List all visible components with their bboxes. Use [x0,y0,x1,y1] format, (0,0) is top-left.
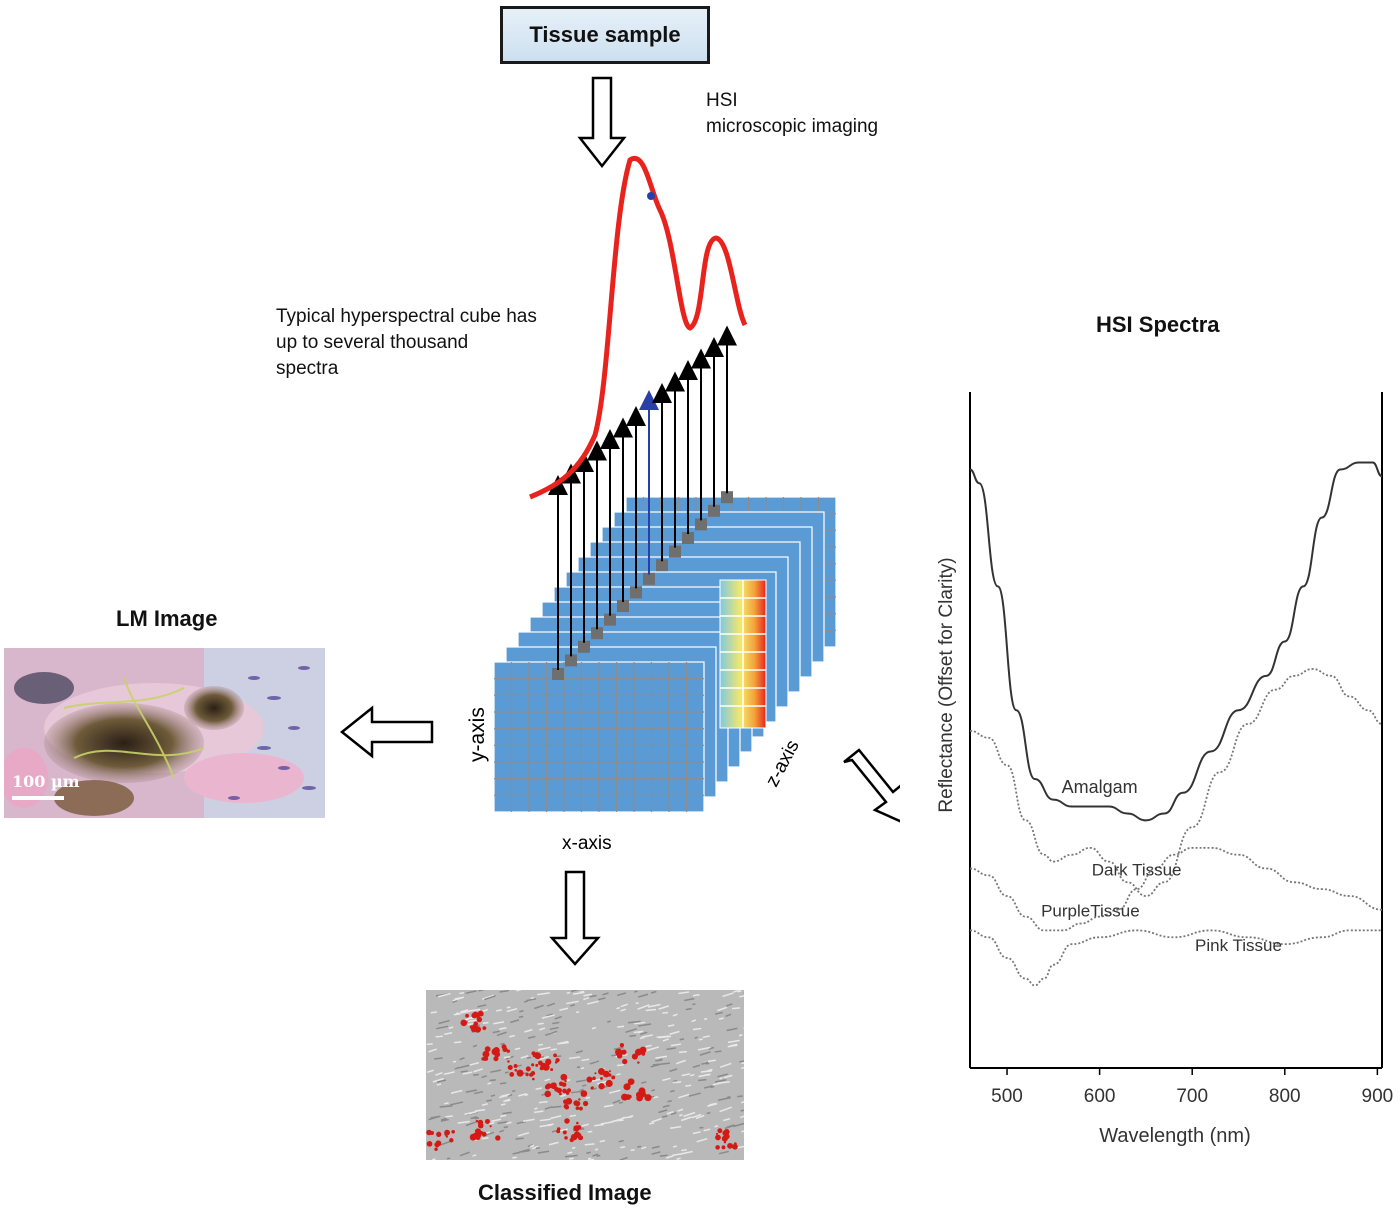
y-axis-label: y-axis [466,707,489,762]
series-line [969,846,1383,932]
selected-pixel-cell [669,545,681,558]
hsi-spectra-chart: 500 600 700 800 900 Wavelength (nm) Reflecta… [936,392,1393,1147]
selected-pixel-cell [721,491,733,504]
tissue-sample-box: Tissue sample [500,6,710,64]
chart-series-labels: Amalgam Dark Tissue PurpleTissue Pink Tissu… [1041,777,1282,955]
series-label: Pink Tissue [1195,936,1282,955]
selected-pixel-cell [682,532,694,544]
cube-layer [493,661,705,813]
chart-ticks: 500 600 700 800 900 [991,1068,1393,1107]
chart-x-label: Wavelength (nm) [1099,1125,1251,1147]
spectrum-curve [529,155,748,500]
x-tick-label: 600 [1084,1086,1116,1107]
x-tick-label: 700 [1176,1086,1208,1107]
hsi-caption: HSI microscopic imaging [706,88,878,140]
selected-pixel-cell [630,586,642,599]
left-arrow-icon [339,705,434,759]
lm-image-title: LM Image [116,606,218,631]
series-label: Dark Tissue [1092,860,1182,879]
lm-scale-bar [12,796,64,800]
z-axis-label: z-axis [762,737,804,791]
selected-pixel-cell [708,504,720,517]
chart-title: HSI Spectra [1096,312,1220,337]
x-tick-label: 500 [991,1086,1023,1107]
lm-micrograph [4,648,325,818]
lm-scale-label: 100 µm [12,772,80,791]
cube-caption-line-1: Typical hyperspectral cube has [276,306,537,327]
selected-pixel-cell [695,518,707,531]
diagonal-arrow-icon [843,748,900,823]
selected-pixel-cell [617,600,629,612]
hsi-caption-line-1: HSI [706,90,738,111]
hsi-caption-line-2: microscopic imaging [706,116,879,137]
down-arrow-icon [577,76,627,169]
x-tick-label: 800 [1269,1086,1301,1107]
series-line [969,461,1383,822]
series-label: PurpleTissue [1041,902,1140,921]
selected-pixel-cell [565,654,577,667]
chart-y-label: Reflectance (Offset for Clarity) [936,557,957,812]
selected-pixel-cell [643,572,655,585]
cube-caption-line-3: spectra [276,358,339,379]
cube-caption-line-2: up to several thousand [276,332,469,353]
selected-pixel-cell [656,559,668,572]
pixel-spectra-arrows [548,325,737,670]
down-arrow-classified-icon [549,870,601,966]
tissue-sample-label: Tissue sample [529,22,681,47]
hsi-diagram: x-axis y-axis z-axis [339,76,900,966]
selected-pixel-cell [578,640,590,653]
cube-caption: Typical hyperspectral cube has up to sev… [276,304,537,382]
classified-image [426,990,744,1160]
chart-series [969,461,1383,987]
x-axis-label: x-axis [562,833,612,854]
series-line [969,929,1382,987]
selected-pixel-cell [552,668,564,680]
classified-image-title: Classified Image [478,1180,652,1205]
selected-pixel-cell [591,627,603,640]
selected-pixel-cell [604,613,616,626]
x-tick-label: 900 [1362,1086,1394,1107]
series-label: Amalgam [1062,777,1138,797]
chart-frame [969,392,1383,1069]
selected-pixel-point [647,192,655,200]
